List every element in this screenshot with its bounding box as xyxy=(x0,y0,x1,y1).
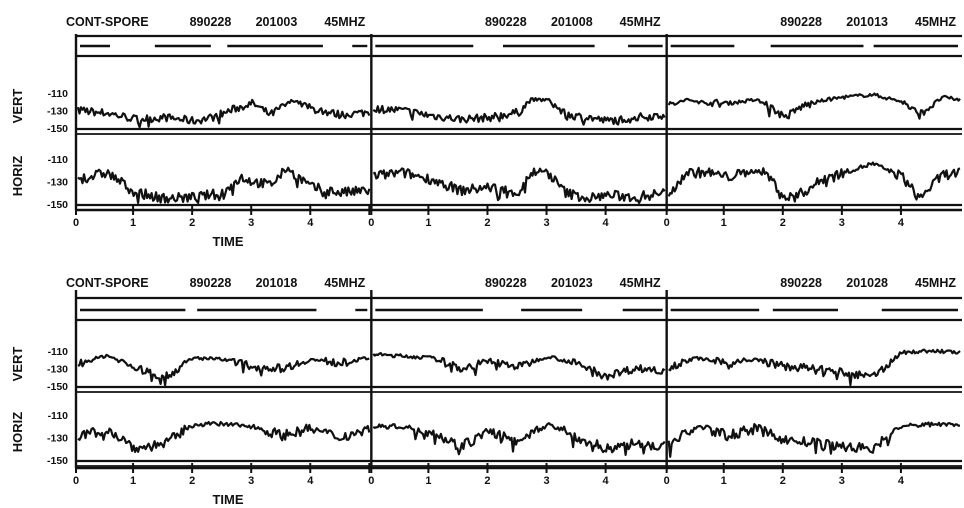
x-tick-label: 2 xyxy=(189,475,195,487)
x-tick-label: 2 xyxy=(484,475,490,487)
panel-header-1: 45MHZ 201018 890228 xyxy=(190,276,366,290)
series-line-horiz-panel-2 xyxy=(372,422,666,456)
series-line-vert-panel-1 xyxy=(77,353,370,387)
panel-date: 890228 xyxy=(485,276,527,290)
panel-time: 201008 xyxy=(551,15,593,29)
y-tick-label: -150 xyxy=(47,123,68,135)
panel-date: 890228 xyxy=(190,15,232,29)
x-tick-label: 2 xyxy=(189,217,195,229)
panel-date: 890228 xyxy=(780,276,822,290)
series-line-horiz-panel-2 xyxy=(372,167,666,204)
y-tick-label: -150 xyxy=(47,199,68,211)
y-tick-label: -110 xyxy=(48,346,69,358)
x-tick-label: 3 xyxy=(248,217,254,229)
x-tick-label: 3 xyxy=(248,475,254,487)
y-tick-label: -110 xyxy=(48,88,69,100)
series-line-vert-panel-3 xyxy=(667,92,961,120)
x-tick-label: 1 xyxy=(721,217,727,229)
panel-frequency: 45MHZ xyxy=(915,15,956,29)
y-tick-label: -150 xyxy=(47,455,68,467)
x-tick-label: 3 xyxy=(839,475,845,487)
x-tick-label: 3 xyxy=(543,475,549,487)
y-axis-label-horiz: HORIZ xyxy=(10,412,25,453)
series-line-horiz-panel-1 xyxy=(77,420,371,453)
chart-title: CONT-SPORE xyxy=(66,276,149,290)
panel-time: 201018 xyxy=(256,276,298,290)
x-tick-label: 0 xyxy=(73,475,79,487)
x-tick-label: 4 xyxy=(603,475,610,487)
y-tick-label: -150 xyxy=(47,381,68,393)
x-tick-label: 4 xyxy=(898,217,905,229)
panel-header-1: 45MHZ 201003 890228 xyxy=(190,15,366,29)
x-tick-label: 2 xyxy=(780,217,786,229)
panel-time: 201023 xyxy=(551,276,593,290)
y-axis-label-horiz: HORIZ xyxy=(10,156,25,197)
x-tick-label: 2 xyxy=(484,217,490,229)
series-line-vert-panel-1 xyxy=(76,98,371,129)
panel-header-2: 45MHZ 201008 890228 xyxy=(485,15,661,29)
y-tick-label: -110 xyxy=(48,410,69,422)
x-tick-label: 4 xyxy=(898,475,905,487)
x-axis-title: TIME xyxy=(212,234,243,249)
x-tick-label: 4 xyxy=(603,217,610,229)
y-tick-label: -130 xyxy=(47,433,68,445)
y-axis-label-vert: VERT xyxy=(10,347,25,382)
panel-date: 890228 xyxy=(190,276,232,290)
x-tick-label: 0 xyxy=(664,217,670,229)
x-tick-label: 1 xyxy=(721,475,727,487)
x-axis-title: TIME xyxy=(212,492,243,507)
x-tick-label: 2 xyxy=(780,475,786,487)
series-line-vert-panel-2 xyxy=(372,97,666,126)
x-tick-label: 0 xyxy=(73,217,79,229)
y-axis-label-vert: VERT xyxy=(10,89,25,124)
x-tick-label: 0 xyxy=(368,217,374,229)
panel-time: 201013 xyxy=(846,15,888,29)
x-tick-label: 3 xyxy=(839,217,845,229)
x-tick-label: 1 xyxy=(130,217,136,229)
series-line-horiz-panel-3 xyxy=(667,421,961,458)
series-line-vert-panel-2 xyxy=(372,352,666,381)
x-tick-label: 4 xyxy=(307,217,314,229)
panel-date: 890228 xyxy=(780,15,822,29)
x-tick-label: 4 xyxy=(307,475,314,487)
panel-frequency: 45MHZ xyxy=(915,276,956,290)
x-tick-label: 1 xyxy=(130,475,136,487)
panel-header-3: 45MHZ 201013 890228 xyxy=(780,15,956,29)
panel-time: 201003 xyxy=(256,15,298,29)
x-tick-label: 3 xyxy=(543,217,549,229)
chart-title: CONT-SPORE xyxy=(66,15,149,29)
panel-frequency: 45MHZ xyxy=(324,276,365,290)
y-tick-label: -130 xyxy=(47,105,68,117)
panel-frequency: 45MHZ xyxy=(324,15,365,29)
panel-frequency: 45MHZ xyxy=(620,276,661,290)
panel-time: 201028 xyxy=(846,276,888,290)
y-tick-label: -110 xyxy=(48,154,69,166)
series-line-horiz-panel-1 xyxy=(77,166,371,204)
x-tick-label: 1 xyxy=(425,475,431,487)
y-tick-label: -130 xyxy=(47,177,68,189)
x-tick-label: 0 xyxy=(664,475,670,487)
panel-header-2: 45MHZ 201023 890228 xyxy=(485,276,661,290)
series-line-horiz-panel-3 xyxy=(667,161,961,203)
x-tick-label: 1 xyxy=(425,217,431,229)
x-tick-label: 0 xyxy=(368,475,374,487)
y-tick-label: -130 xyxy=(47,363,68,375)
panel-date: 890228 xyxy=(485,15,527,29)
panel-frequency: 45MHZ xyxy=(620,15,661,29)
series-line-vert-panel-3 xyxy=(668,348,961,387)
panel-header-3: 45MHZ 201028 890228 xyxy=(780,276,956,290)
